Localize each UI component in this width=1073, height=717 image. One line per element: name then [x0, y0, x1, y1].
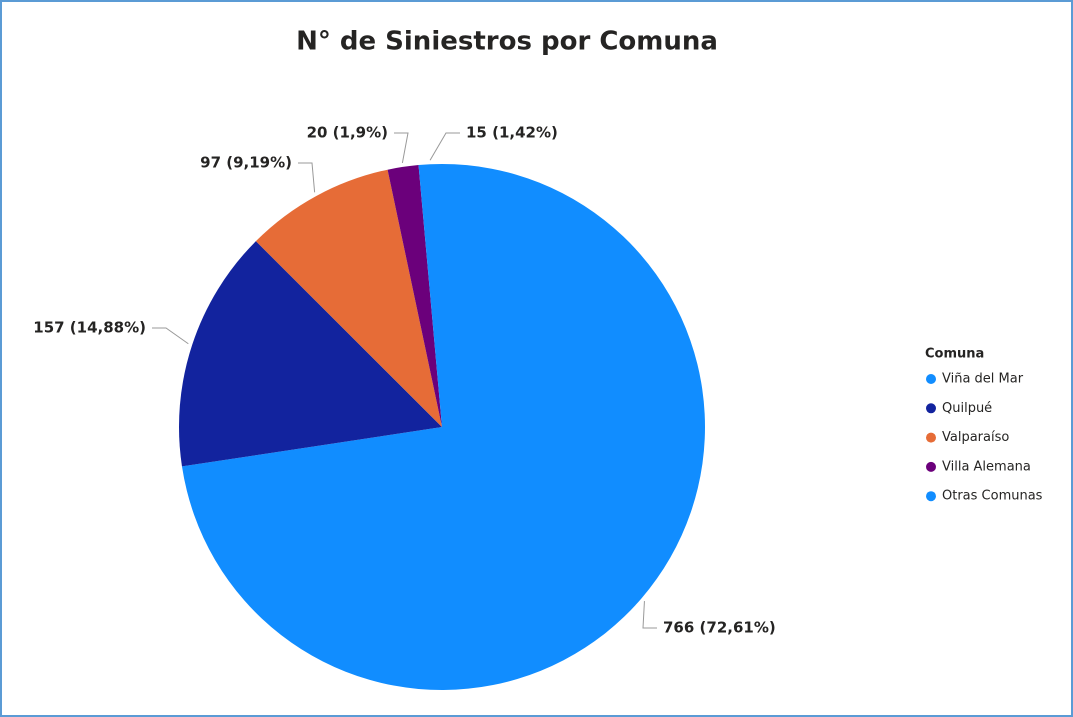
data-label: 20 (1,9%) [307, 124, 388, 142]
legend-title: Comuna [925, 347, 984, 362]
pie-slice [418, 164, 442, 427]
legend-label: Villa Alemana [942, 459, 1031, 474]
chart-title: N° de Siniestros por Comuna [296, 27, 718, 57]
legend-swatch [926, 403, 936, 414]
legend-swatch [926, 461, 936, 472]
data-label: 15 (1,42%) [466, 124, 558, 142]
data-label: 157 (14,88%) [33, 319, 146, 337]
leader-line [298, 162, 316, 193]
legend-swatch [926, 374, 936, 384]
data-label: 97 (9,19%) [200, 154, 292, 172]
data-label: 766 (72,61%) [663, 619, 776, 637]
leader-line [394, 132, 409, 164]
leader-line [152, 327, 189, 345]
legend-label: Valparaíso [942, 430, 1009, 445]
pie-slice [387, 165, 442, 427]
legend-swatch [926, 432, 936, 443]
legend-swatch [926, 491, 936, 502]
pie-slice [181, 164, 706, 691]
pie-slice [178, 241, 442, 467]
leader-line [429, 132, 460, 161]
legend-label: Viña del Mar [942, 372, 1024, 387]
legend-label: Otras Comunas [942, 489, 1043, 504]
leader-line [642, 601, 657, 629]
legend-label: Quilpué [942, 401, 992, 416]
pie-slice [255, 169, 442, 427]
